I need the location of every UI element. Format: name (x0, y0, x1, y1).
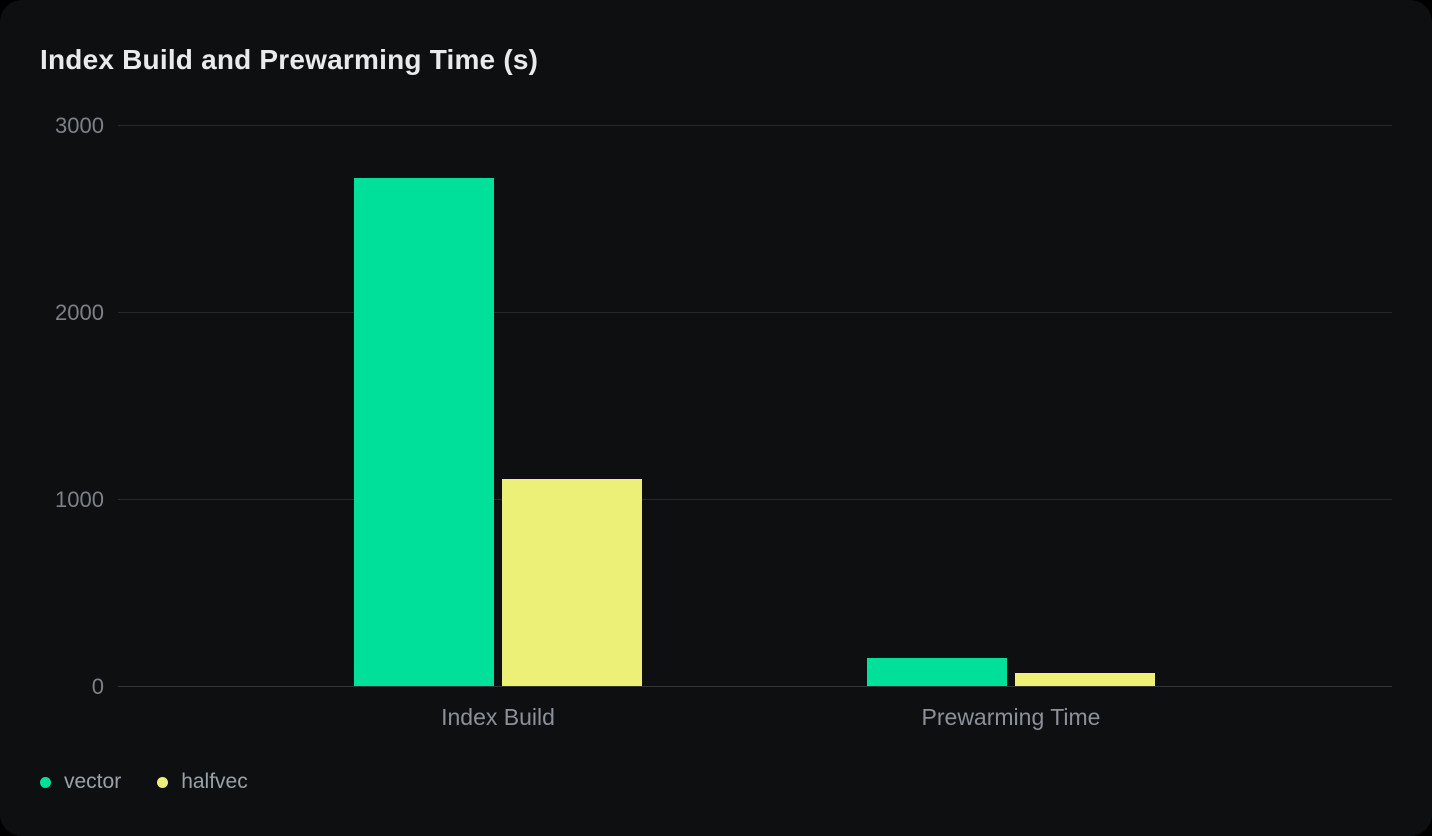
legend-label-halfvec: halfvec (181, 770, 248, 793)
gridline-0 (118, 686, 1392, 687)
bar-halfvec-prewarming-time[interactable] (1015, 673, 1155, 686)
gridline-1000 (118, 499, 1392, 500)
y-tick-label-0: 0 (91, 674, 104, 699)
x-category-label-index-build: Index Build (441, 704, 555, 730)
y-tick-label-2000: 2000 (55, 300, 104, 325)
legend: vector halfvec (40, 770, 248, 794)
legend-item-vector[interactable]: vector (40, 770, 121, 794)
bar-vector-index-build[interactable] (354, 178, 494, 686)
legend-label-vector: vector (64, 770, 122, 793)
legend-dot-halfvec (157, 776, 169, 788)
gridline-3000 (118, 125, 1392, 126)
legend-item-halfvec[interactable]: halfvec (157, 770, 248, 794)
x-category-label-prewarming-time: Prewarming Time (921, 704, 1101, 730)
y-tick-label-1000: 1000 (55, 487, 104, 512)
gridline-2000 (118, 312, 1392, 313)
y-tick-label-3000: 3000 (55, 113, 104, 138)
bar-halfvec-index-build[interactable] (502, 479, 642, 686)
bar-vector-prewarming-time[interactable] (867, 658, 1007, 686)
chart-title: Index Build and Prewarming Time (s) (40, 44, 539, 75)
legend-dot-vector (40, 776, 51, 788)
